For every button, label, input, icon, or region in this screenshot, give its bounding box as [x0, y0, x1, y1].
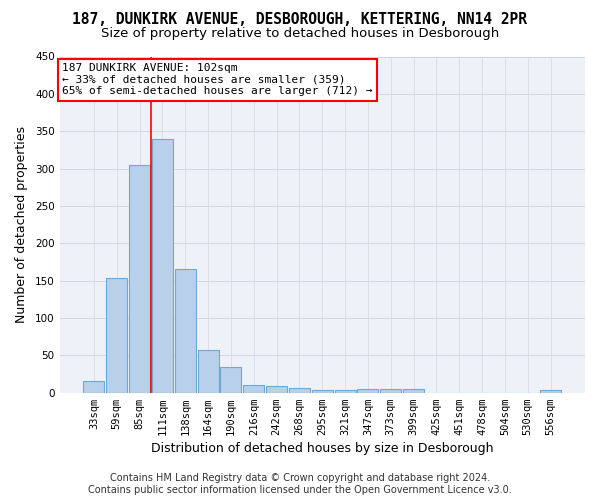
- Bar: [380, 389, 401, 392]
- Bar: [266, 386, 287, 392]
- Bar: [152, 138, 173, 392]
- Bar: [175, 270, 196, 392]
- Text: 187, DUNKIRK AVENUE, DESBOROUGH, KETTERING, NN14 2PR: 187, DUNKIRK AVENUE, DESBOROUGH, KETTERI…: [73, 12, 527, 28]
- X-axis label: Distribution of detached houses by size in Desborough: Distribution of detached houses by size …: [151, 442, 494, 455]
- Bar: [83, 382, 104, 392]
- Bar: [243, 385, 264, 392]
- Bar: [197, 350, 218, 393]
- Bar: [403, 389, 424, 392]
- Bar: [289, 388, 310, 392]
- Text: Contains HM Land Registry data © Crown copyright and database right 2024.
Contai: Contains HM Land Registry data © Crown c…: [88, 474, 512, 495]
- Bar: [312, 390, 333, 392]
- Bar: [106, 278, 127, 392]
- Bar: [129, 165, 150, 392]
- Bar: [220, 368, 241, 392]
- Bar: [540, 390, 561, 392]
- Y-axis label: Number of detached properties: Number of detached properties: [15, 126, 28, 323]
- Text: 187 DUNKIRK AVENUE: 102sqm
← 33% of detached houses are smaller (359)
65% of sem: 187 DUNKIRK AVENUE: 102sqm ← 33% of deta…: [62, 63, 373, 96]
- Text: Size of property relative to detached houses in Desborough: Size of property relative to detached ho…: [101, 28, 499, 40]
- Bar: [335, 390, 356, 392]
- Bar: [358, 389, 379, 392]
